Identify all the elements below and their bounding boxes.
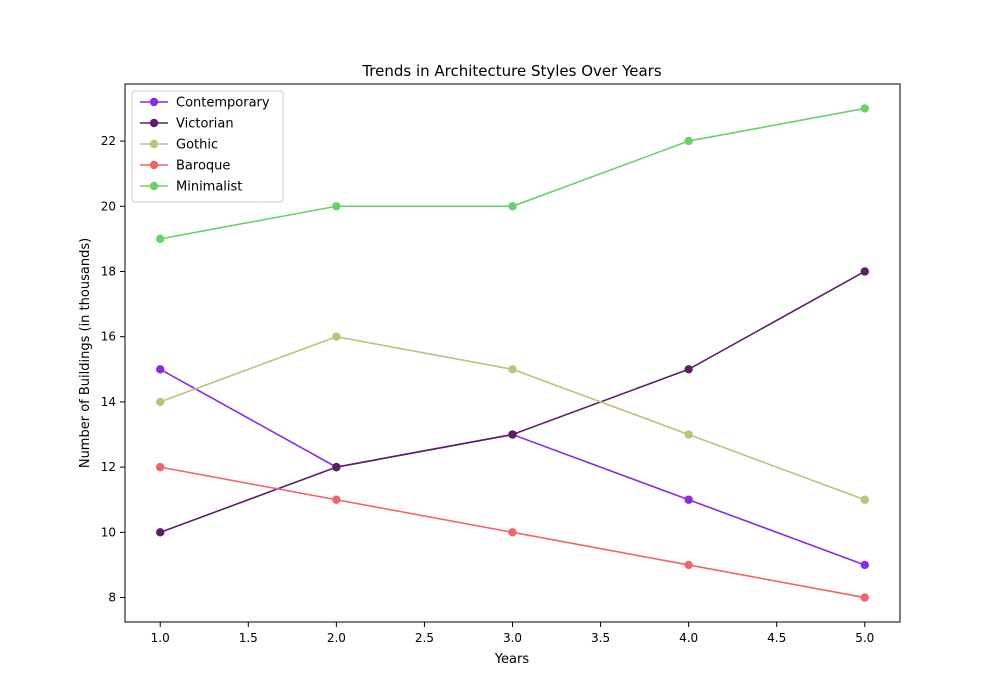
legend-swatch-marker: [149, 139, 159, 149]
y-tick-label: 20: [101, 199, 116, 213]
legend-swatch-marker: [149, 118, 159, 128]
legend-item: Contemporary: [140, 96, 270, 111]
legend: Contemporary Victorian Gothic Baroque Minima…: [131, 90, 284, 203]
data-point: [508, 202, 517, 211]
data-point: [860, 560, 869, 570]
legend-label: Contemporary: [176, 96, 270, 111]
legend-item: Victorian: [140, 117, 234, 132]
x-tick-label: 2.5: [415, 631, 434, 645]
legend-label: Victorian: [176, 117, 234, 132]
legend-box: [131, 90, 284, 203]
legend-swatch-marker: [149, 97, 159, 107]
y-tick-label: 22: [101, 134, 116, 148]
data-point: [860, 267, 869, 276]
x-tick-label: 4.0: [679, 631, 698, 645]
data-point: [332, 202, 341, 211]
data-point: [684, 430, 693, 439]
legend-item: Minimalist: [140, 180, 242, 195]
chart-title: Trends in Architecture Styles Over Years: [361, 62, 662, 80]
series-line: [159, 270, 866, 534]
data-point: [156, 462, 165, 472]
legend-swatch-marker: [149, 181, 159, 191]
series-line: [159, 335, 866, 501]
data-point: [156, 234, 165, 244]
y-tick-label: 18: [101, 264, 116, 278]
series-minimalist: [156, 104, 869, 244]
y-tick-label: 10: [101, 525, 116, 539]
legend-label: Minimalist: [176, 180, 242, 195]
y-tick-label: 8: [108, 591, 116, 605]
data-point: [332, 462, 341, 472]
data-point: [156, 397, 165, 407]
y-axis-label: Number of Buildings (in thousands): [78, 238, 93, 468]
data-point: [508, 528, 517, 537]
data-point: [860, 495, 869, 504]
x-tick-label: 3.0: [503, 631, 522, 645]
legend-item: Baroque: [140, 159, 230, 174]
data-point: [860, 593, 869, 602]
series-contemporary: [156, 365, 869, 570]
series-victorian: [156, 267, 869, 537]
data-point: [684, 365, 693, 374]
x-axis: 1.0 1.5 2.0 2.5 3.0 3.5 4.0 4.5 5.0: [151, 622, 874, 645]
legend-swatch-marker: [149, 160, 159, 170]
x-tick-label: 5.0: [855, 631, 874, 645]
data-point: [860, 104, 869, 113]
x-tick-label: 3.5: [591, 631, 610, 645]
data-point: [156, 528, 165, 537]
legend-label: Baroque: [176, 159, 230, 174]
x-tick-label: 1.0: [151, 631, 170, 645]
data-point: [332, 332, 341, 341]
y-axis: 8 10 12 14 16 18 20 22: [101, 134, 125, 605]
data-point: [156, 365, 165, 374]
x-tick-label: 1.5: [239, 631, 258, 645]
data-point: [684, 560, 693, 570]
x-axis-label: Years: [494, 652, 530, 667]
data-point: [332, 495, 341, 504]
legend-label: Gothic: [176, 138, 218, 153]
data-point: [684, 495, 693, 504]
data-point: [508, 430, 517, 439]
y-tick-label: 16: [101, 330, 116, 344]
legend-item: Gothic: [140, 138, 218, 153]
x-tick-label: 4.5: [767, 631, 786, 645]
y-tick-label: 14: [101, 395, 116, 409]
plot-area: [156, 104, 869, 602]
data-point: [684, 136, 693, 146]
data-point: [508, 365, 517, 374]
series-gothic: [156, 332, 869, 504]
y-tick-label: 12: [101, 460, 116, 474]
series-baroque: [156, 462, 869, 602]
x-tick-label: 2.0: [327, 631, 346, 645]
